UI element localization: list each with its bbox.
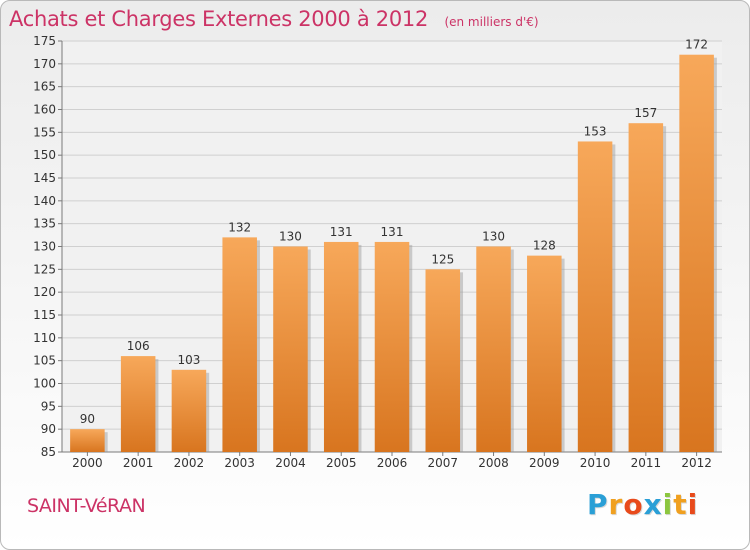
bar-value-label: 131	[330, 225, 353, 239]
bar	[628, 123, 664, 452]
x-tick-label: 2002	[174, 456, 205, 470]
y-tick-label: 150	[33, 148, 56, 162]
logo-letter: t	[673, 488, 688, 521]
chart-title: Achats et Charges Externes 2000 à 2012 (…	[9, 7, 539, 31]
logo-letter: x	[643, 488, 663, 521]
y-tick-label: 170	[33, 57, 56, 71]
y-tick-label: 100	[33, 377, 56, 391]
bar	[425, 269, 461, 452]
x-tick-label: 2000	[72, 456, 103, 470]
bar	[222, 237, 257, 452]
y-tick-label: 140	[33, 194, 56, 208]
x-tick-label: 2006	[377, 456, 408, 470]
bar-value-label: 128	[533, 239, 556, 253]
y-tick-label: 155	[33, 125, 56, 139]
bar-value-label: 90	[80, 412, 95, 426]
x-tick-label: 2003	[224, 456, 255, 470]
y-tick-label: 130	[33, 240, 56, 254]
logo-letter: i	[662, 488, 674, 521]
bar-value-label: 125	[431, 252, 454, 266]
bar-value-label: 172	[685, 38, 708, 52]
bar	[120, 356, 156, 452]
logo-letter: P	[587, 488, 609, 521]
x-tick-label: 2009	[529, 456, 560, 470]
bar-value-label: 157	[634, 106, 657, 120]
y-tick-label: 175	[33, 34, 56, 48]
x-tick-label: 2007	[427, 456, 458, 470]
y-tick-label: 90	[41, 422, 56, 436]
bar-value-label: 103	[177, 353, 200, 367]
y-tick-label: 135	[33, 217, 56, 231]
bar-value-label: 153	[584, 124, 607, 138]
logo-letter: o	[623, 488, 644, 521]
bar	[171, 369, 207, 452]
bar	[70, 429, 105, 452]
logo-letter: r	[608, 488, 624, 521]
y-tick-label: 85	[41, 445, 56, 459]
bar	[476, 246, 511, 452]
chart-subtitle: (en milliers d'€)	[444, 15, 539, 29]
chart-title-text: Achats et Charges Externes 2000 à 2012	[9, 7, 429, 31]
commune-name: SAINT-VéRAN	[27, 495, 146, 517]
bar-value-label: 130	[279, 230, 302, 244]
proxiti-logo: Proxiti	[587, 488, 698, 521]
x-tick-label: 2012	[681, 456, 712, 470]
y-tick-label: 160	[33, 103, 56, 117]
x-tick-label: 2005	[326, 456, 357, 470]
bar-value-label: 131	[381, 225, 404, 239]
y-tick-label: 115	[33, 308, 56, 322]
x-tick-label: 2004	[275, 456, 306, 470]
bar	[273, 246, 308, 452]
x-tick-label: 2008	[478, 456, 509, 470]
bar	[374, 241, 410, 452]
bar-value-label: 132	[228, 220, 251, 234]
bar	[577, 141, 613, 452]
y-tick-label: 145	[33, 171, 56, 185]
bar	[323, 241, 359, 452]
y-tick-label: 95	[41, 399, 56, 413]
x-tick-label: 2001	[123, 456, 154, 470]
y-tick-label: 110	[33, 331, 56, 345]
bar-value-label: 130	[482, 230, 505, 244]
bar	[679, 54, 714, 452]
bar	[527, 255, 562, 452]
logo-letter: i	[687, 488, 699, 521]
y-tick-label: 125	[33, 262, 56, 276]
x-tick-label: 2010	[580, 456, 611, 470]
y-tick-label: 120	[33, 285, 56, 299]
bar-value-label: 106	[127, 339, 150, 353]
y-tick-label: 165	[33, 80, 56, 94]
x-tick-label: 2011	[631, 456, 662, 470]
y-tick-label: 105	[33, 354, 56, 368]
